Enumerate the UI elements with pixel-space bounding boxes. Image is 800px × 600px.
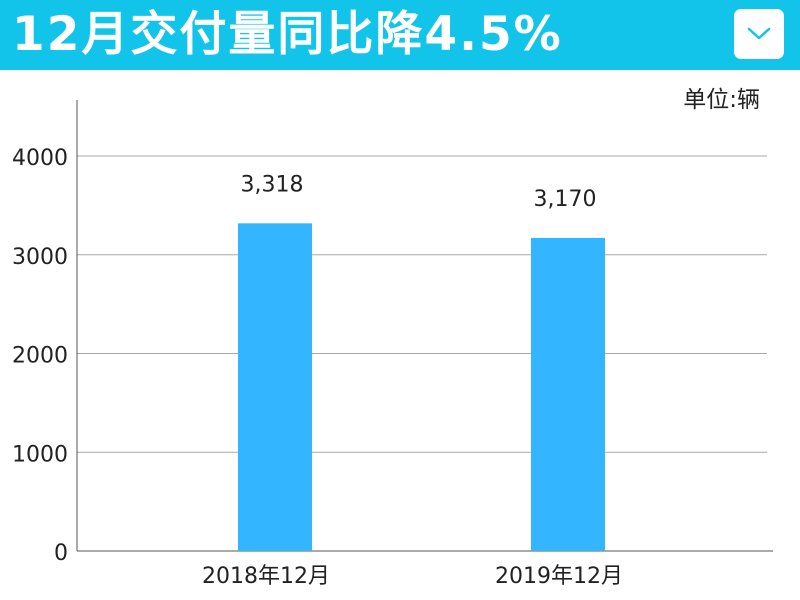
bar bbox=[238, 223, 312, 551]
y-tick-label: 4000 bbox=[12, 146, 68, 171]
x-category-label: 2019年12月 bbox=[495, 564, 623, 589]
data-label: 3,318 bbox=[241, 172, 304, 197]
y-tick-label: 2000 bbox=[12, 344, 68, 369]
y-tick-label: 3000 bbox=[12, 245, 68, 270]
gridlines bbox=[77, 155, 767, 453]
dropdown-button[interactable] bbox=[734, 9, 784, 59]
title-banner: 12月交付量同比降4.5% bbox=[0, 0, 800, 70]
chevron-down-icon bbox=[747, 27, 771, 40]
bars bbox=[238, 223, 605, 551]
axes bbox=[76, 100, 773, 552]
page-title: 12月交付量同比降4.5% bbox=[12, 7, 563, 62]
data-label: 3,170 bbox=[534, 187, 597, 212]
y-tick-label: 0 bbox=[54, 541, 68, 566]
labels: 0 1000 2000 3000 4000 3,318 2018年12月 3,170 2019年… bbox=[12, 146, 623, 589]
y-tick-label: 1000 bbox=[12, 442, 68, 467]
x-category-label: 2018年12月 bbox=[202, 564, 330, 589]
bar bbox=[531, 237, 605, 551]
unit-label: 单位:辆 bbox=[683, 87, 760, 113]
